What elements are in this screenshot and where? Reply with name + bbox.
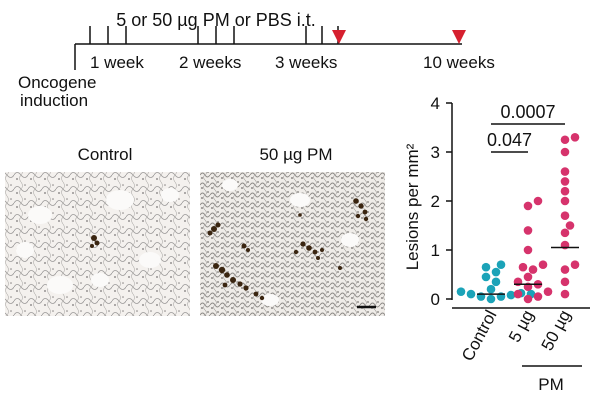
week-label-2: 2 weeks [179,53,241,72]
pm-group-label: PM [538,375,564,394]
week-label-10: 10 weeks [423,53,495,72]
point-2-6 [565,221,575,230]
point-0-10 [481,272,491,282]
point-2-1 [560,277,570,287]
control-micrograph [5,172,190,316]
x-tick-label-1: 5 µg [505,307,537,345]
point-2-2 [560,265,570,274]
point-1-12 [523,226,533,235]
control-image-label: Control [78,145,133,164]
point-0-9 [491,277,501,287]
point-0-3 [506,290,516,300]
point-1-9 [518,262,528,272]
significance-brackets: 0.047 0.0007 [487,102,565,153]
x-tick-label-0: Control [458,307,501,364]
point-1-14 [533,196,543,206]
point-0-6 [456,287,466,296]
point-2-0 [560,289,570,299]
y-axis-label: Lesions per mm² [403,143,422,270]
control-lesion-stain [90,235,100,248]
treatment-label: 5 or 50 µg PM or PBS i.t. [116,10,315,30]
point-2-3 [570,260,580,270]
point-1-7 [523,272,533,282]
pm-image-label: 50 µg PM [259,145,332,164]
point-2-8 [560,196,570,206]
pm-micrograph [200,172,385,316]
y-tick-label-3: 3 [431,143,440,162]
point-2-10 [560,177,570,186]
pm-lesion-stains [207,198,369,301]
point-2-7 [560,211,570,220]
x-tick-label-2: 50 µg [538,307,575,354]
point-1-2 [513,289,523,299]
point-2-14 [570,133,580,142]
week-label-1: 1 week [90,53,144,72]
point-1-1 [533,292,543,301]
point-2-13 [560,135,570,145]
point-1-13 [523,201,533,211]
y-tick-label-1: 1 [431,241,440,260]
data-points [456,133,580,304]
micrographs: Control 50 µg PM [5,145,385,316]
y-tick-label-2: 2 [431,192,440,211]
point-0-12 [481,262,491,272]
point-0-4 [466,289,476,299]
y-tick-label-4: 4 [431,94,440,113]
p-value-0: 0.047 [487,130,532,150]
x-tick-labels: Control 5 µg 50 µg [458,307,575,364]
y-tick-label-0: 0 [431,290,440,309]
point-1-11 [523,245,533,255]
median-lines [477,246,579,295]
point-0-11 [491,267,501,277]
point-2-9 [560,186,570,196]
point-1-0 [523,294,533,304]
point-2-12 [560,147,570,157]
oncogene-label-line1: Oncogene [18,73,96,92]
y-ticks: 0 1 2 3 4 [431,94,452,309]
point-0-8 [486,284,496,294]
week-label-3: 3 weeks [275,53,337,72]
arrow-marker-3-weeks [332,30,346,44]
point-1-8 [528,265,538,274]
point-1-3 [543,287,553,296]
lesions-scatter-chart: 0 1 2 3 4 Lesions per mm² 0.047 0.0007 Contro… [403,94,590,394]
arrow-marker-10-weeks [452,30,466,44]
point-2-11 [560,167,570,176]
point-1-10 [538,260,548,270]
point-2-5 [560,228,570,238]
timeline: 5 or 50 µg PM or PBS i.t. 1 week 2 weeks… [18,10,495,110]
oncogene-label-line2: induction [20,91,88,110]
point-0-13 [496,260,506,270]
point-0-0 [486,294,496,304]
p-value-1: 0.0007 [500,102,555,122]
